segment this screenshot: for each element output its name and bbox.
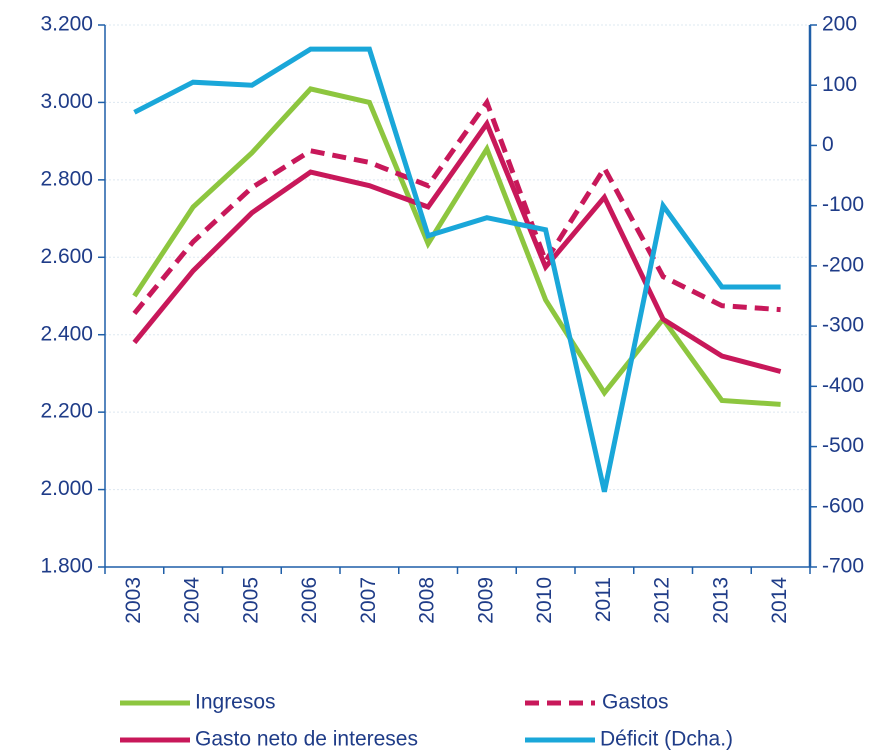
x-tick-label: 2006: [298, 577, 321, 624]
x-tick-label: 2011: [592, 577, 615, 622]
legend-label: Gasto neto de intereses: [195, 728, 418, 751]
y-tick-label: 1.800: [40, 555, 93, 578]
x-tick-label: 2004: [181, 577, 204, 624]
legend-label: Ingresos: [195, 691, 276, 714]
y-tick-label: 2.400: [40, 322, 93, 345]
series-line: [132, 97, 781, 315]
y2-tick-label: -500: [822, 434, 864, 457]
y2-tick-label: -200: [822, 253, 864, 276]
y-tick-label: 2.600: [40, 245, 93, 268]
y2-tick-label: -100: [822, 193, 864, 216]
x-tick-label: 2007: [357, 577, 380, 624]
x-tick-label: 2008: [416, 577, 439, 624]
series-line: [132, 118, 782, 374]
legend-label: Gastos: [602, 691, 669, 714]
series-line: [132, 86, 781, 407]
x-tick-label: 2005: [239, 577, 262, 624]
y2-tick-label: 200: [822, 13, 857, 36]
x-tick-label: 2010: [533, 577, 556, 624]
x-tick-label: 2003: [122, 577, 145, 624]
y2-tick-label: -600: [822, 494, 864, 517]
x-tick-label: 2014: [768, 577, 791, 624]
y-tick-label: 2.200: [40, 400, 93, 423]
y-tick-label: 2.800: [40, 167, 93, 190]
y-tick-label: 3.000: [40, 90, 93, 113]
y2-tick-label: 100: [822, 73, 857, 96]
y-tick-label: 3.200: [40, 13, 93, 36]
y-tick-label: 2.000: [40, 477, 93, 500]
series-line: [133, 46, 781, 493]
y2-tick-label: -300: [822, 314, 864, 337]
x-tick-label: 2013: [709, 577, 732, 624]
y2-tick-label: 0: [822, 133, 834, 156]
x-tick-label: 2012: [651, 577, 674, 624]
x-tick-label: 2009: [474, 577, 497, 624]
y2-tick-label: -400: [822, 374, 864, 397]
legend-label: Déficit (Dcha.): [600, 728, 733, 751]
y2-tick-label: -700: [822, 555, 864, 578]
